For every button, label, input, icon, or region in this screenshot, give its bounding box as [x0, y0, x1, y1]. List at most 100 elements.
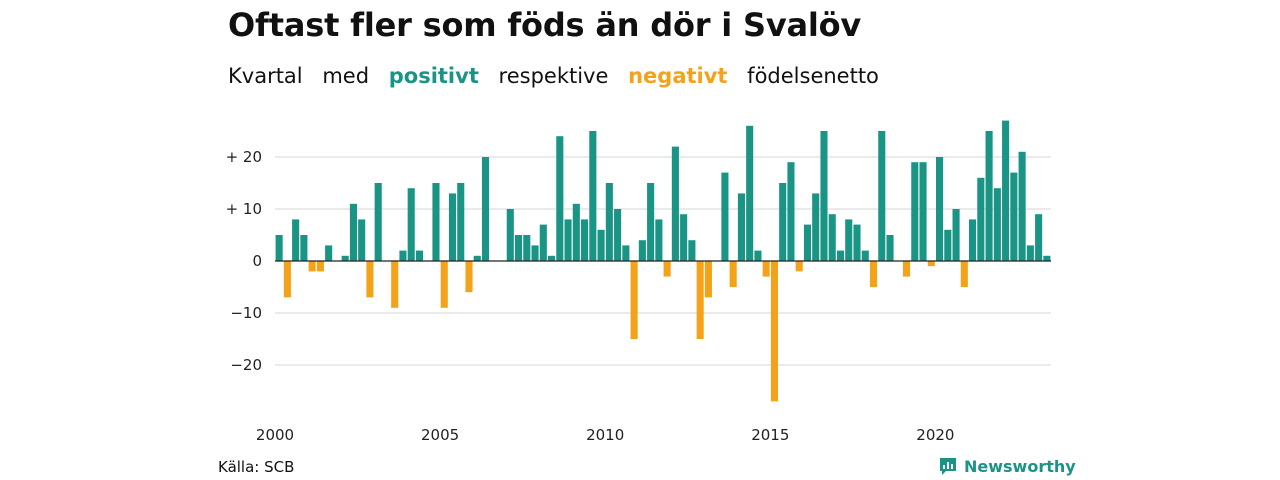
axis-layer: + 20 + 10 0 −10 −20 2000 2005 2010 2015 2020 [226, 148, 1051, 444]
bar-negative [795, 261, 803, 272]
bar-positive [1035, 214, 1043, 261]
y-tick-label: −10 [230, 304, 262, 322]
bar-negative [729, 261, 737, 287]
bar-positive [597, 229, 605, 261]
bar-positive [605, 183, 613, 261]
bar-negative [366, 261, 374, 298]
bar-positive [514, 235, 523, 261]
bar-positive [680, 214, 688, 261]
bar-positive [779, 183, 787, 261]
x-tick-label: 2020 [916, 426, 954, 444]
x-tick-label: 2010 [586, 426, 624, 444]
y-tick-label: −20 [230, 356, 262, 374]
bar-negative [663, 261, 671, 277]
bar-positive [721, 172, 729, 261]
bar-positive [911, 162, 919, 261]
bar-positive [275, 235, 283, 261]
bar-positive [341, 255, 349, 261]
bar-positive [473, 255, 481, 261]
bar-positive [407, 188, 415, 261]
subtitle-word-with: med [322, 64, 370, 88]
bar-positive [952, 209, 960, 261]
bar-positive [936, 157, 944, 261]
bar-positive [845, 219, 853, 261]
bar-negative [927, 261, 935, 267]
brand-logo: Newsworthy [938, 456, 1076, 476]
bar-positive [1018, 151, 1026, 261]
chart-title: Oftast fler som föds än dör i Svalöv [228, 6, 862, 44]
bar-positive [374, 183, 382, 261]
bar-negative [704, 261, 712, 298]
brand-name: Newsworthy [964, 456, 1076, 476]
bar-positive [803, 224, 812, 261]
bar-positive [812, 193, 820, 261]
bar-positive [539, 224, 547, 261]
bar-negative [465, 261, 473, 293]
subtitle-negative: negativt [628, 64, 728, 88]
bar-negative [770, 261, 778, 402]
newsworthy-logo-icon [940, 458, 956, 475]
subtitle-word-birth-net: födelsenetto [747, 64, 879, 88]
bar-positive [993, 188, 1001, 261]
subtitle-word-respectively: respektive [498, 64, 609, 88]
bar-negative [283, 261, 291, 298]
bar-positive [358, 219, 366, 261]
bar-positive [589, 131, 597, 261]
bar-positive [1026, 245, 1034, 261]
bar-negative [902, 261, 911, 277]
bar-positive [523, 235, 531, 261]
bar-positive [977, 177, 985, 261]
bar-negative [391, 261, 399, 308]
bar-positive [985, 131, 993, 261]
chart-subtitle: Kvartal med positivt respektive negativt… [228, 64, 892, 88]
bar-positive [828, 214, 836, 261]
bar-positive [548, 255, 556, 261]
bar-positive [556, 136, 564, 261]
y-tick-label: + 20 [226, 148, 262, 166]
y-tick-label: + 10 [226, 200, 262, 218]
bar-positive [1043, 255, 1051, 261]
bar-positive [861, 250, 869, 261]
bar-positive [746, 125, 754, 261]
bar-positive [853, 224, 861, 261]
bar-positive [886, 235, 894, 261]
bar-positive [614, 209, 622, 261]
bar-positive [737, 193, 745, 261]
bar-negative [316, 261, 324, 272]
bar-positive [481, 157, 490, 261]
bar-positive [572, 203, 580, 261]
bar-positive [754, 250, 762, 261]
bar-positive [399, 250, 407, 261]
bar-layer [275, 120, 1051, 402]
bar-positive [415, 250, 424, 261]
bar-positive [969, 219, 977, 261]
x-tick-label: 2005 [421, 426, 459, 444]
bar-positive [432, 183, 440, 261]
subtitle-positive: positivt [388, 64, 479, 88]
source-note: Källa: SCB [218, 458, 295, 476]
bar-negative [630, 261, 638, 339]
bar-positive [448, 193, 457, 261]
bar-positive [564, 219, 572, 261]
bar-positive [531, 245, 539, 261]
bar-positive [655, 219, 663, 261]
bar-positive [820, 131, 828, 261]
bar-positive [638, 240, 646, 261]
bar-positive [671, 146, 679, 261]
bar-positive [1002, 120, 1010, 261]
bar-negative [696, 261, 704, 339]
bar-positive [878, 131, 886, 261]
bar-positive [688, 240, 696, 261]
y-tick-label: 0 [252, 252, 262, 270]
bar-negative [762, 261, 770, 277]
bar-positive [325, 245, 333, 261]
bar-positive [787, 162, 795, 261]
bar-positive [457, 183, 465, 261]
subtitle-word-quarter: Kvartal [228, 64, 303, 88]
bar-positive [622, 245, 630, 261]
x-tick-label: 2015 [751, 426, 789, 444]
bar-negative [308, 261, 316, 272]
bar-positive [506, 209, 514, 261]
bar-positive [919, 162, 927, 261]
